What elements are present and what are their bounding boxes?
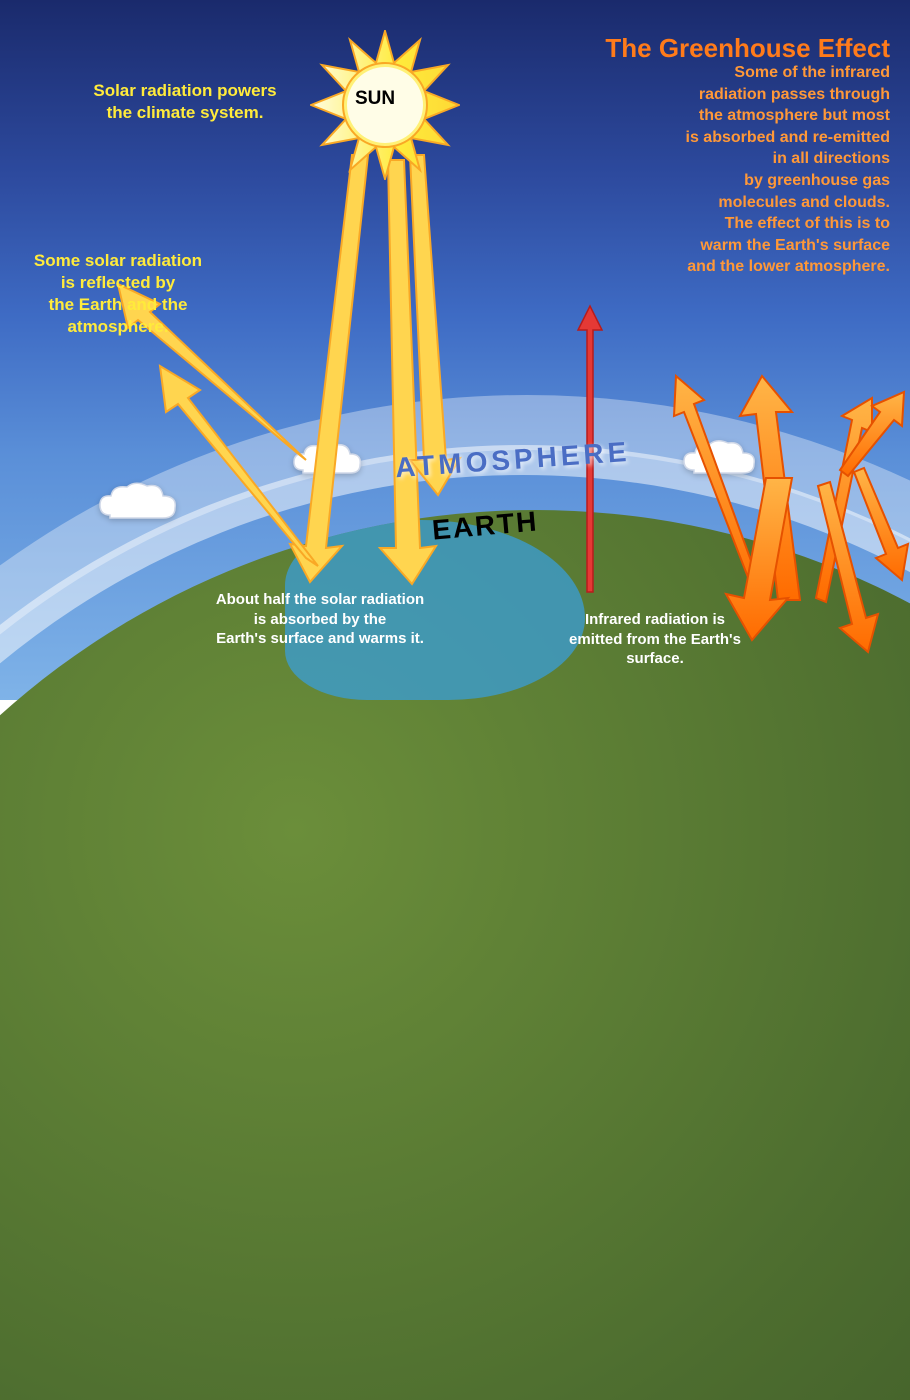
text-solar-powers: Solar radiation powersthe climate system…: [70, 80, 300, 124]
text-reflected: Some solar radiationis reflected bythe E…: [18, 250, 218, 338]
cloud-1: [95, 480, 185, 530]
cloud-2: [290, 440, 368, 484]
atmosphere-label: ATMOSPHERE: [394, 436, 631, 484]
title-greenhouse: The Greenhouse Effect: [540, 32, 890, 66]
text-infrared-emitted: Infrared radiation isemitted from the Ea…: [540, 610, 770, 669]
greenhouse-diagram: SUN Solar radiation powersthe climate sy…: [0, 0, 910, 700]
text-absorbed: About half the solar radiationis absorbe…: [180, 590, 460, 649]
sun-label: SUN: [355, 88, 395, 110]
text-greenhouse-body: Some of the infraredradiation passes thr…: [640, 62, 890, 278]
cloud-3: [680, 438, 762, 484]
